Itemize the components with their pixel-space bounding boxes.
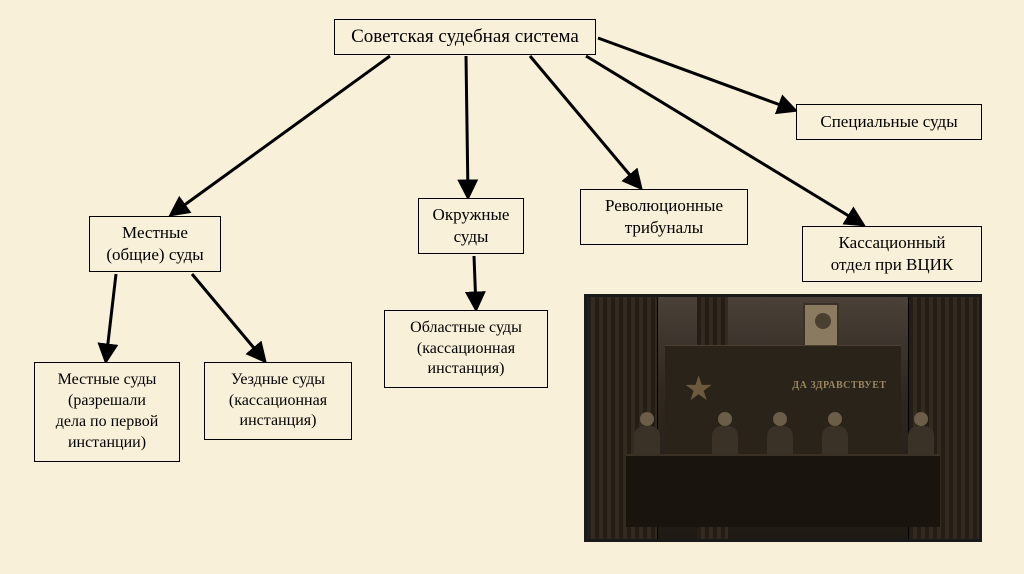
star-icon: ★ bbox=[683, 370, 723, 410]
edge-local-local1 bbox=[106, 274, 116, 360]
edge-local-local2 bbox=[192, 274, 264, 360]
node-okrug-label: Окружные суды bbox=[433, 204, 510, 248]
node-oblast-courts: Областные суды (кассационная инстанция) bbox=[384, 310, 548, 388]
node-tribunal-label: Революционные трибуналы bbox=[605, 195, 723, 239]
node-district-courts: Окружные суды bbox=[418, 198, 524, 254]
node-special-courts: Специальные суды bbox=[796, 104, 982, 140]
node-local2-label: Уездные суды (кассационная инстанция) bbox=[229, 370, 327, 432]
wall-portrait bbox=[803, 303, 839, 347]
node-local-label: Местные (общие) суды bbox=[106, 222, 203, 266]
node-root-label: Советская судебная система bbox=[351, 25, 579, 50]
node-uyezd-courts: Уездные суды (кассационная инстанция) bbox=[204, 362, 352, 440]
node-local1-label: Местные суды (разрешали дела по первой и… bbox=[56, 370, 159, 453]
edge-root-local bbox=[172, 56, 390, 214]
photo-scene: ★ ДА ЗДРАВСТВУЕТ bbox=[587, 297, 979, 539]
node-root: Советская судебная система bbox=[334, 19, 596, 55]
edge-okrug-oblast bbox=[474, 256, 476, 308]
node-local-first-instance: Местные суды (разрешали дела по первой и… bbox=[34, 362, 180, 462]
edge-root-special bbox=[598, 38, 794, 110]
edge-root-tribunal bbox=[530, 56, 640, 187]
tribunal-table bbox=[626, 454, 940, 527]
node-cassation-label: Кассационный отдел при ВЦИК bbox=[831, 232, 954, 276]
node-special-label: Специальные суды bbox=[820, 111, 957, 133]
node-local-courts: Местные (общие) суды bbox=[89, 216, 221, 272]
node-oblast-label: Областные суды (кассационная инстанция) bbox=[410, 318, 522, 380]
banner-text: ДА ЗДРАВСТВУЕТ bbox=[792, 380, 886, 391]
node-cassation-dept: Кассационный отдел при ВЦИК bbox=[802, 226, 982, 282]
node-revolutionary-tribunals: Революционные трибуналы bbox=[580, 189, 748, 245]
edge-root-okrug bbox=[466, 56, 468, 196]
historical-photo: ★ ДА ЗДРАВСТВУЕТ bbox=[584, 294, 982, 542]
